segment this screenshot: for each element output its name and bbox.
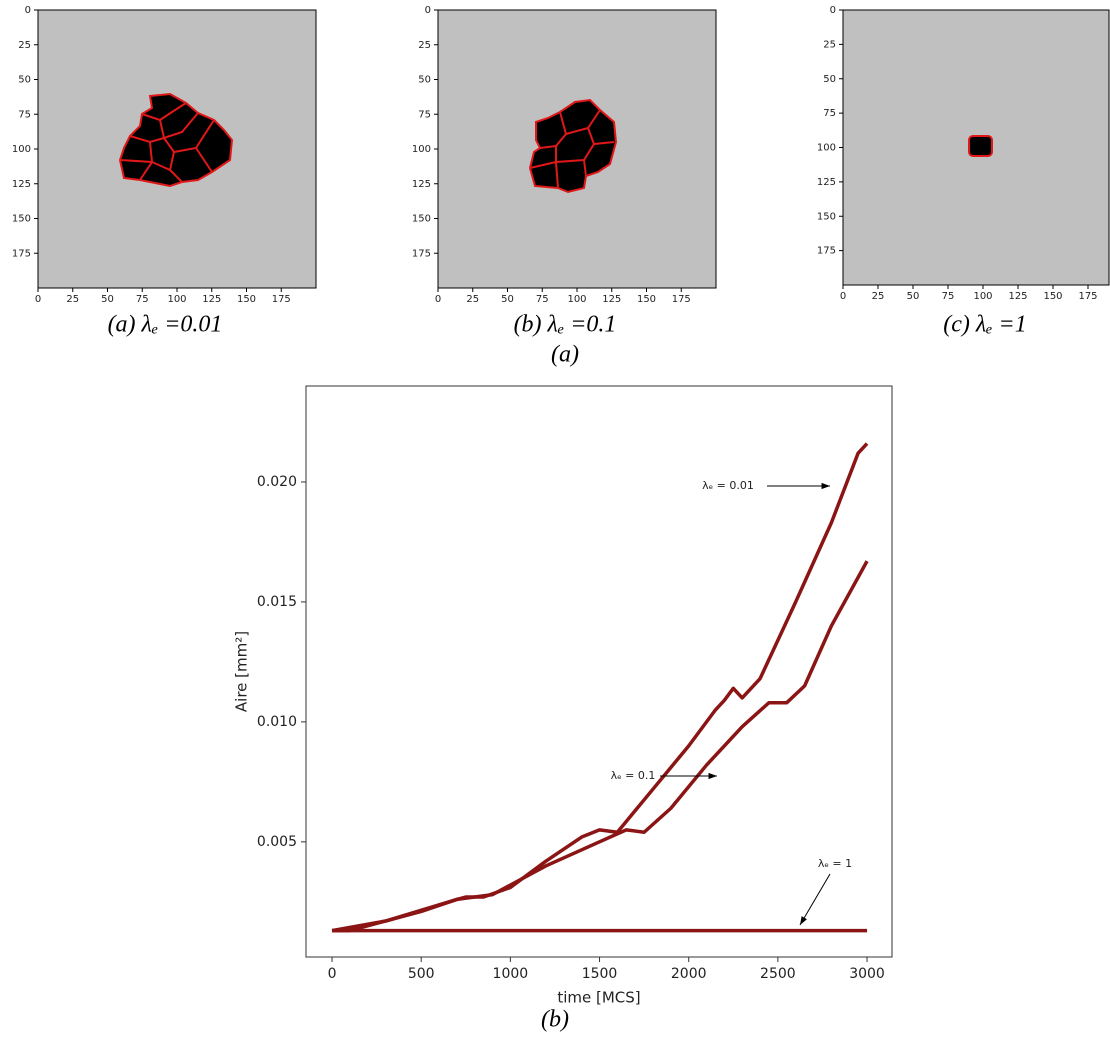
- x-tick-label: 50: [501, 294, 514, 305]
- series-annotation: λₑ = 0.1: [611, 769, 656, 782]
- annotation-arrow: [799, 873, 831, 926]
- y-tick-label: 125: [817, 177, 836, 188]
- x-tick-label: 2500: [760, 966, 796, 982]
- x-tick-label: 25: [872, 291, 885, 302]
- x-tick-label: 0: [840, 291, 846, 302]
- x-tick-label: 75: [136, 294, 149, 305]
- x-tick-label: 150: [1043, 291, 1062, 302]
- panel-caption: (b) λₑ =0.1: [514, 312, 617, 338]
- panel-caption: (c) λₑ =1: [943, 312, 1027, 338]
- x-tick-label: 25: [66, 294, 79, 305]
- y-tick-label: 0: [425, 5, 431, 16]
- y-tick-label: 100: [412, 144, 431, 155]
- x-tick-label: 175: [1078, 291, 1097, 302]
- x-tick-label: 175: [672, 294, 691, 305]
- y-tick-label: 75: [418, 109, 431, 120]
- x-tick-label: 75: [536, 294, 549, 305]
- y-tick-label: 175: [817, 246, 836, 257]
- y-tick-label: 0.005: [257, 834, 297, 850]
- panel-caption: (b): [541, 1007, 569, 1033]
- y-tick-label: 100: [12, 144, 31, 155]
- y-tick-label: 175: [12, 248, 31, 259]
- x-tick-label: 0: [328, 966, 337, 982]
- x-tick-label: 75: [942, 291, 955, 302]
- x-axis-label: time [MCS]: [557, 989, 640, 1007]
- y-tick-label: 125: [12, 179, 31, 190]
- y-tick-label: 175: [412, 248, 431, 259]
- x-tick-label: 25: [466, 294, 479, 305]
- arrow-head: [821, 482, 830, 490]
- y-tick-label: 25: [823, 39, 836, 50]
- y-tick-label: 25: [418, 40, 431, 51]
- x-tick-label: 2000: [671, 966, 707, 982]
- y-tick-label: 0.010: [257, 714, 297, 730]
- x-tick-label: 100: [567, 294, 586, 305]
- y-tick-label: 100: [817, 143, 836, 154]
- y-tick-label: 50: [418, 75, 431, 86]
- y-axis-label: Aire [mm²]: [233, 631, 251, 712]
- arrow-head: [800, 916, 807, 925]
- y-tick-label: 50: [823, 74, 836, 85]
- y-tick-label: 0: [830, 5, 836, 16]
- y-tick-label: 125: [412, 179, 431, 190]
- x-tick-label: 150: [637, 294, 656, 305]
- x-tick-label: 500: [408, 966, 435, 982]
- y-tick-label: 0: [25, 5, 31, 16]
- data-line: [332, 442, 869, 933]
- series-annotation: λₑ = 0.01: [702, 479, 754, 492]
- x-tick-label: 125: [1008, 291, 1027, 302]
- y-tick-label: 25: [18, 40, 31, 51]
- y-tick-label: 0.015: [257, 594, 297, 610]
- data-line: [331, 560, 869, 933]
- x-tick-label: 175: [272, 294, 291, 305]
- x-tick-label: 125: [202, 294, 221, 305]
- x-tick-label: 3000: [849, 966, 885, 982]
- x-tick-label: 50: [101, 294, 114, 305]
- x-tick-label: 1000: [493, 966, 529, 982]
- x-tick-label: 150: [237, 294, 256, 305]
- x-tick-label: 0: [35, 294, 41, 305]
- x-tick-label: 1500: [582, 966, 618, 982]
- x-tick-label: 100: [167, 294, 186, 305]
- y-tick-label: 50: [18, 75, 31, 86]
- y-tick-label: 75: [18, 109, 31, 120]
- arrow-head: [708, 772, 717, 780]
- axes-frame: [305, 385, 893, 958]
- x-tick-label: 0: [435, 294, 441, 305]
- cell-cluster: [968, 135, 993, 157]
- series-annotation: λₑ = 1: [818, 857, 852, 870]
- y-tick-label: 150: [412, 214, 431, 225]
- y-tick-label: 0.020: [257, 474, 297, 490]
- y-tick-label: 150: [817, 211, 836, 222]
- panel-caption: (a) λₑ =0.01: [108, 312, 223, 338]
- cell-cluster: [528, 98, 618, 194]
- x-tick-label: 100: [973, 291, 992, 302]
- x-tick-label: 50: [907, 291, 920, 302]
- y-tick-label: 75: [823, 108, 836, 119]
- group-caption: (a): [551, 342, 579, 368]
- x-tick-label: 125: [602, 294, 621, 305]
- cell-cluster: [118, 92, 234, 188]
- y-tick-label: 150: [12, 214, 31, 225]
